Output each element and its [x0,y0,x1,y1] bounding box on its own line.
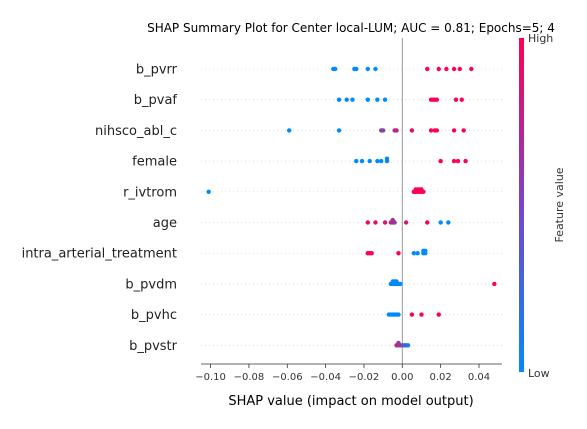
point-b_pvrr-4 [365,66,370,72]
point-b_pvrr-10 [457,66,463,72]
point-b_pvrr-6 [425,66,430,72]
point-nihsco_abl_c-3 [380,128,386,133]
point-b_pvrr-8 [444,66,449,72]
x-tick-label-1: −0.08 [234,372,265,383]
x-axis-label: SHAP value (impact on model output) [228,394,473,409]
colorbar-title: Feature value [553,167,566,242]
point-b_pvrr-5 [373,66,378,72]
point-female-2 [367,158,372,164]
point-intra_arterial_treatment-4 [411,251,417,256]
colorbar-low-label: Low [528,367,550,380]
x-axis-ticks: −0.10 −0.08 −0.06 −0.04 −0.02 0.00 0.02 0.04 [195,364,490,383]
x-tick-label-6: 0.02 [430,372,452,383]
feature-label-female: female [132,155,177,170]
point-b_pvdm-8 [394,279,399,284]
point-female-10 [463,158,468,164]
point-intra_arterial_treatment-9 [423,248,428,253]
point-b_pvrr-1 [333,66,338,72]
point-b_pvaf-0 [336,97,342,102]
point-b_pvdm-5 [398,281,403,287]
point-nihsco_abl_c-0 [286,128,292,133]
x-tick-label-0: −0.10 [195,372,226,383]
point-b_pvhc-6 [409,312,415,317]
point-nihsco_abl_c-10 [451,128,457,133]
point-b_pvstr-7 [396,340,401,346]
feature-label-age: age [153,216,177,231]
point-b_pvrr-3 [354,66,359,72]
x-tick-label-7: 0.04 [468,372,490,383]
point-female-0 [354,158,359,164]
point-nihsco_abl_c-1 [336,128,342,133]
point-age-9 [438,220,443,225]
point-female-3 [375,158,380,164]
x-tick-label-2: −0.06 [272,372,303,383]
colorbar-high-label: High [528,32,553,45]
point-b_pvaf-4 [375,97,380,102]
point-intra_arterial_treatment-5 [415,251,420,256]
colorbar [519,38,524,372]
point-r_ivtrom-10 [415,187,420,192]
point-r_ivtrom-0 [206,189,211,194]
x-tick-label-3: −0.04 [310,372,341,383]
point-b_pvaf-10 [453,97,459,102]
chart-title: SHAP Summary Plot for Center local-LUM; … [147,21,555,35]
point-b_pvhc-7 [419,312,424,317]
point-b_pvhc-5 [396,312,401,317]
point-female-7 [438,158,443,164]
point-intra_arterial_treatment-2 [369,251,374,256]
feature-label-intra_arterial_treatment: intra_arterial_treatment [22,247,177,262]
feature-label-nihsco_abl_c: nihsco_abl_c [95,124,177,139]
point-age-6 [390,217,395,223]
feature-label-b_pvrr: b_pvrr [136,63,178,78]
point-age-0 [365,220,370,225]
point-female-6 [384,156,390,161]
feature-label-b_pvdm: b_pvdm [125,277,177,292]
point-b_pvhc-8 [436,312,441,317]
point-age-1 [373,220,378,225]
points-layer [206,66,497,348]
point-age-7 [403,220,409,225]
point-b_pvaf-5 [382,97,388,102]
point-b_pvaf-9 [434,97,440,102]
point-b_pvaf-2 [350,97,355,102]
point-b_pvaf-1 [344,97,349,102]
feature-label-r_ivtrom: r_ivtrom [123,185,177,200]
point-female-1 [359,158,365,164]
point-nihsco_abl_c-5 [394,128,399,133]
point-age-8 [425,220,430,225]
point-nihsco_abl_c-9 [434,128,440,133]
point-r_ivtrom-9 [419,187,424,192]
point-female-4 [379,158,384,164]
point-nihsco_abl_c-11 [461,128,466,133]
point-b_pvdm-9 [492,281,497,287]
point-nihsco_abl_c-7 [428,128,434,133]
point-b_pvrr-9 [451,66,457,72]
x-tick-label-4: −0.02 [349,372,380,383]
point-intra_arterial_treatment-3 [396,251,401,256]
point-b_pvstr-6 [405,343,411,348]
point-b_pvrr-7 [436,66,441,72]
point-age-10 [446,220,451,225]
feature-label-b_pvhc: b_pvhc [131,308,177,323]
feature-label-b_pvaf: b_pvaf [134,93,178,108]
point-female-9 [455,158,461,164]
point-age-2 [382,220,388,225]
point-b_pvaf-11 [459,97,464,102]
point-nihsco_abl_c-6 [409,128,415,133]
point-female-8 [451,158,457,164]
point-b_pvrr-11 [469,66,474,72]
x-tick-label-5: 0.00 [391,372,413,383]
feature-label-b_pvstr: b_pvstr [129,339,178,354]
point-b_pvaf-3 [365,97,370,102]
